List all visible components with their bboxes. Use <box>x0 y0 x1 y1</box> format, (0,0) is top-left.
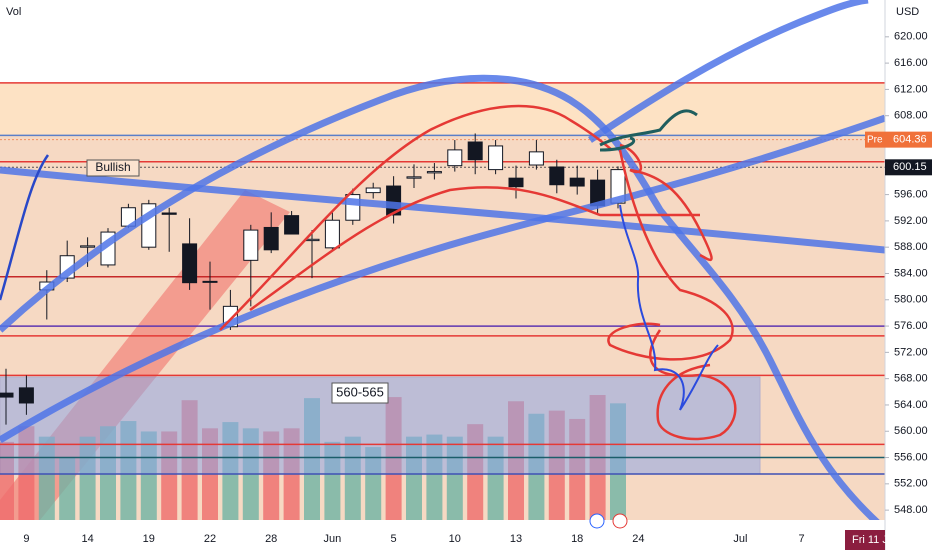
x-tick-label: 18 <box>571 533 583 545</box>
y-tick-label: 556.00 <box>894 451 928 463</box>
blue-arc <box>0 74 880 520</box>
blue-path <box>619 204 719 411</box>
box-label: 560-565 <box>336 384 384 399</box>
earnings-icon <box>612 513 628 529</box>
drawings <box>0 0 885 520</box>
candle-body <box>569 177 585 187</box>
date-box-bg <box>845 530 885 550</box>
red-ma-lower <box>249 186 700 312</box>
bullish-label: Bullish <box>95 160 130 174</box>
y-tick-label: 548.00 <box>894 504 928 516</box>
x-tick-label: 9 <box>23 533 29 545</box>
y-tick-label: 564.00 <box>894 399 928 411</box>
y-tick-label: 608.00 <box>894 110 928 122</box>
candle-body <box>488 145 504 171</box>
price-mark-bg <box>885 159 932 176</box>
candle-body <box>263 226 279 251</box>
blue-line <box>0 166 885 254</box>
y-tick-label: 584.00 <box>894 267 928 279</box>
red-ma-upper <box>219 104 613 331</box>
x-tick-label: Jul <box>733 533 747 545</box>
candle-body <box>528 151 544 166</box>
y-tick-label: 572.00 <box>894 346 928 358</box>
candle-body <box>406 176 422 179</box>
candle-body <box>243 229 259 261</box>
y-tick-label: 592.00 <box>894 215 928 227</box>
price-mark-bg <box>885 131 932 148</box>
y-tick-label: 620.00 <box>894 31 928 43</box>
dividend-icon <box>589 513 605 529</box>
x-tick-label: 24 <box>632 533 644 545</box>
candle-body <box>80 245 96 248</box>
x-tick-label: 19 <box>143 533 155 545</box>
vol-label: Vol <box>6 6 21 18</box>
candle-body <box>324 219 340 249</box>
currency-label: USD <box>896 6 919 18</box>
candle-body <box>0 392 14 398</box>
y-tick-label: 568.00 <box>894 373 928 385</box>
y-tick-label: 588.00 <box>894 241 928 253</box>
teal-scribble <box>599 109 698 152</box>
x-tick-label: 28 <box>265 533 277 545</box>
x-tick-label: 14 <box>81 533 93 545</box>
y-tick-label: 552.00 <box>894 478 928 490</box>
zone-upper <box>0 83 885 136</box>
candle-body <box>202 280 218 283</box>
y-tick-label: 616.00 <box>894 57 928 69</box>
candle-body <box>365 187 381 194</box>
x-tick-label: 22 <box>204 533 216 545</box>
x-tick-label: 5 <box>391 533 397 545</box>
time-axis-bg <box>0 520 885 550</box>
y-tick-label: 580.00 <box>894 294 928 306</box>
price-mark-name-bg <box>865 131 885 148</box>
bullish-bg <box>86 159 140 177</box>
candle-body <box>508 177 524 188</box>
box-label-bg <box>331 382 389 404</box>
price-mark-name: Pre <box>867 134 883 145</box>
y-tick-label: 576.00 <box>894 320 928 332</box>
blue-lower <box>0 114 885 444</box>
levels-layer <box>0 82 885 475</box>
red-scribble <box>607 143 737 441</box>
candle-body <box>161 212 177 215</box>
blue-upper <box>588 0 869 143</box>
y-tick-label: 612.00 <box>894 83 928 95</box>
price-mark-value: 604.36 <box>893 134 927 146</box>
x-tick-label: 10 <box>449 533 461 545</box>
candle-body <box>549 166 565 186</box>
blue-ma <box>0 154 50 301</box>
price-mark-value: 600.15 <box>893 161 927 173</box>
date-box: Fri 11 J <box>852 534 888 546</box>
x-tick-label: Jun <box>324 533 342 545</box>
candle-body <box>467 141 483 161</box>
candle-body <box>18 387 34 404</box>
candle-body <box>182 243 198 284</box>
price-axis-bg <box>885 0 932 550</box>
x-tick-label: 13 <box>510 533 522 545</box>
y-tick-label: 560.00 <box>894 425 928 437</box>
x-tick-label: 7 <box>799 533 805 545</box>
y-tick-label: 596.00 <box>894 188 928 200</box>
candle-body <box>284 215 300 235</box>
candle-body <box>426 171 442 174</box>
candle-body <box>447 149 463 167</box>
